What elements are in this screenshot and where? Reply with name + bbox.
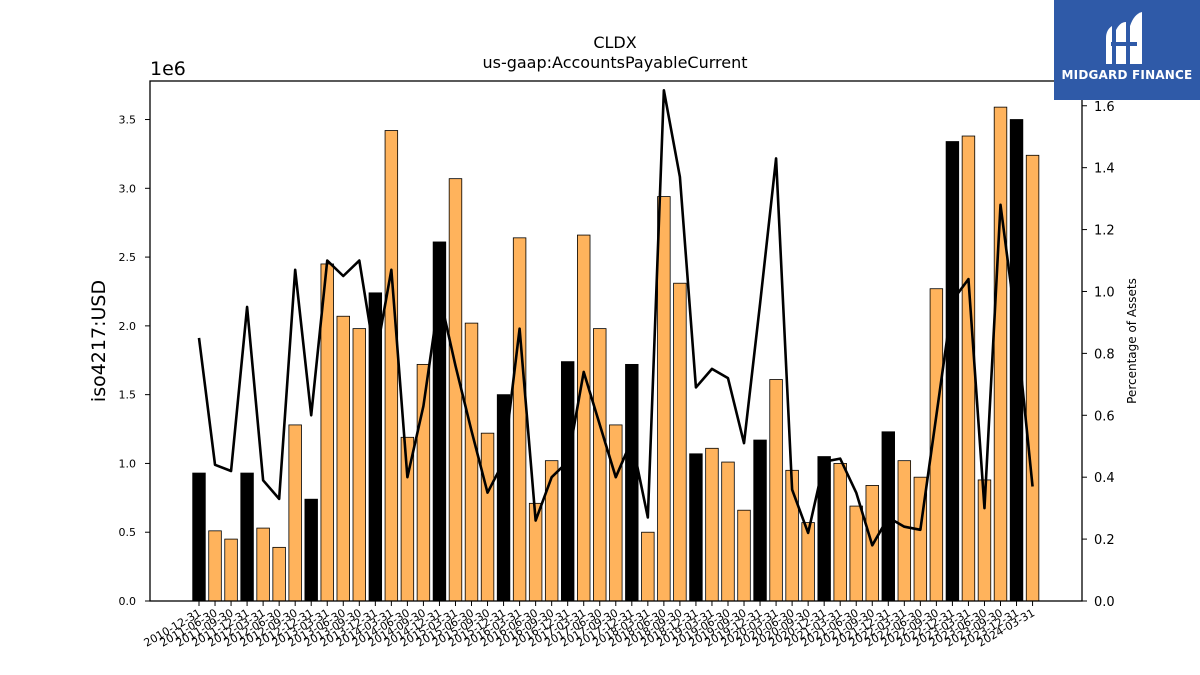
- bar-2012-09-30: [288, 424, 302, 602]
- bar-2015-06-30: [464, 322, 479, 602]
- chart-subtitle: us-gaap:AccountsPayableCurrent: [482, 53, 747, 72]
- y2-tick-label: 1.0: [1094, 285, 1115, 300]
- bar-2015-09-30: [480, 432, 495, 602]
- bar-2018-09-30: [673, 282, 687, 602]
- percentage-line: [197, 88, 1034, 547]
- midgard-finance-logo: MIDGARD FINANCE: [1054, 0, 1200, 100]
- bar-2019-03-31: [705, 447, 719, 602]
- axes: 0.0 0.5 1.0 1.5 2.0 2.5 3.0 3.5 0.0 0.2 0.4 0.6 0.8 1…: [119, 80, 1115, 650]
- bar-2019-09-30: [737, 509, 751, 602]
- bar-2011-09-30: [224, 538, 238, 602]
- y-tick-label: 2.0: [119, 320, 137, 333]
- chart-title: CLDX: [593, 33, 636, 52]
- bar-2011-12-31: [240, 472, 254, 602]
- bar-2015-03-31: [448, 178, 463, 602]
- bar-2017-06-30: [593, 328, 607, 602]
- y2-axis-label: Percentage of Assets: [1125, 278, 1139, 404]
- bar-2016-03-31: [512, 237, 527, 602]
- y-tick-label: 1.5: [119, 389, 137, 402]
- y-tick-label: 2.5: [119, 251, 137, 264]
- bar-2018-03-31: [641, 531, 655, 602]
- bar-2013-09-30: [352, 328, 367, 602]
- bar-2012-06-30: [272, 546, 286, 602]
- y-tick-label: 1.0: [119, 457, 137, 470]
- y2-tick-label: 0.2: [1094, 533, 1115, 548]
- bar-2018-12-31: [689, 453, 703, 602]
- bar-2012-12-31: [304, 498, 318, 602]
- bar-2011-06-30: [208, 530, 222, 602]
- bar-2024-03-31: [1025, 154, 1040, 602]
- midgard-logo-icon: [1106, 12, 1142, 64]
- bar-2020-03-31: [769, 379, 783, 602]
- y2-tick-label: 0.4: [1094, 471, 1115, 486]
- bar-2010-12-31: [192, 472, 206, 602]
- y-tick-label: 3.0: [119, 182, 137, 195]
- y2-tick-label: 0.0: [1094, 595, 1115, 610]
- bar-2022-12-31: [945, 141, 960, 602]
- y-tick-label: 0.5: [119, 526, 137, 539]
- y-axis-label: iso4217:USD: [88, 280, 110, 402]
- bar-2019-12-31: [753, 439, 767, 602]
- bar-2023-03-31: [961, 135, 976, 602]
- bar-2023-09-30: [993, 106, 1008, 602]
- bar-2014-03-31: [384, 130, 399, 602]
- y2-tick-label: 1.6: [1094, 100, 1115, 115]
- bar-2016-09-30: [544, 460, 559, 602]
- bar-2022-03-31: [897, 460, 912, 602]
- y2-tick-label: 1.4: [1094, 162, 1115, 177]
- bar-2021-06-30: [849, 505, 863, 602]
- y-tick-label: 3.5: [119, 114, 137, 127]
- percentage-line-path: [197, 88, 1034, 547]
- bar-2017-03-31: [577, 234, 591, 602]
- bar-2019-06-30: [721, 461, 735, 602]
- bar-2017-12-31: [625, 363, 639, 602]
- bar-2018-06-30: [657, 196, 671, 602]
- y2-tick-label: 1.2: [1094, 224, 1115, 239]
- y2-tick-label: 0.8: [1094, 347, 1115, 362]
- y-tick-label: 0.0: [119, 595, 137, 608]
- y2-tick-label: 0.6: [1094, 409, 1115, 424]
- y-offset-label: 1e6: [150, 58, 186, 80]
- bar-2017-09-30: [609, 424, 623, 602]
- bar-2021-03-31: [833, 463, 847, 602]
- bar-2012-03-31: [256, 527, 270, 602]
- logo-text: MIDGARD FINANCE: [1061, 68, 1193, 82]
- bar-2016-12-31: [560, 361, 575, 602]
- bar-2020-09-30: [801, 522, 815, 602]
- bar-2013-06-30: [336, 315, 350, 602]
